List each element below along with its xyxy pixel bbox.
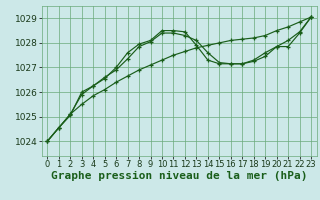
X-axis label: Graphe pression niveau de la mer (hPa): Graphe pression niveau de la mer (hPa) — [51, 171, 308, 181]
